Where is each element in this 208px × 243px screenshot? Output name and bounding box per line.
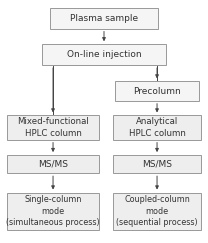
FancyBboxPatch shape — [113, 192, 201, 230]
Text: Coupled-column
mode
(sequential process): Coupled-column mode (sequential process) — [116, 195, 198, 227]
Text: On-line injection: On-line injection — [67, 50, 141, 59]
FancyBboxPatch shape — [42, 44, 166, 65]
Text: Plasma sample: Plasma sample — [70, 14, 138, 23]
Text: Analytical
HPLC column: Analytical HPLC column — [129, 117, 186, 138]
Text: Mixed-functional
HPLC column: Mixed-functional HPLC column — [17, 117, 89, 138]
FancyBboxPatch shape — [115, 81, 199, 101]
FancyBboxPatch shape — [7, 115, 99, 140]
FancyBboxPatch shape — [113, 115, 201, 140]
Text: Single-column
mode
(simultaneous process): Single-column mode (simultaneous process… — [6, 195, 100, 227]
FancyBboxPatch shape — [7, 155, 99, 173]
Text: MS/MS: MS/MS — [38, 159, 68, 169]
Text: Precolumn: Precolumn — [133, 87, 181, 96]
FancyBboxPatch shape — [113, 155, 201, 173]
FancyBboxPatch shape — [50, 8, 158, 28]
Text: MS/MS: MS/MS — [142, 159, 172, 169]
FancyBboxPatch shape — [7, 192, 99, 230]
